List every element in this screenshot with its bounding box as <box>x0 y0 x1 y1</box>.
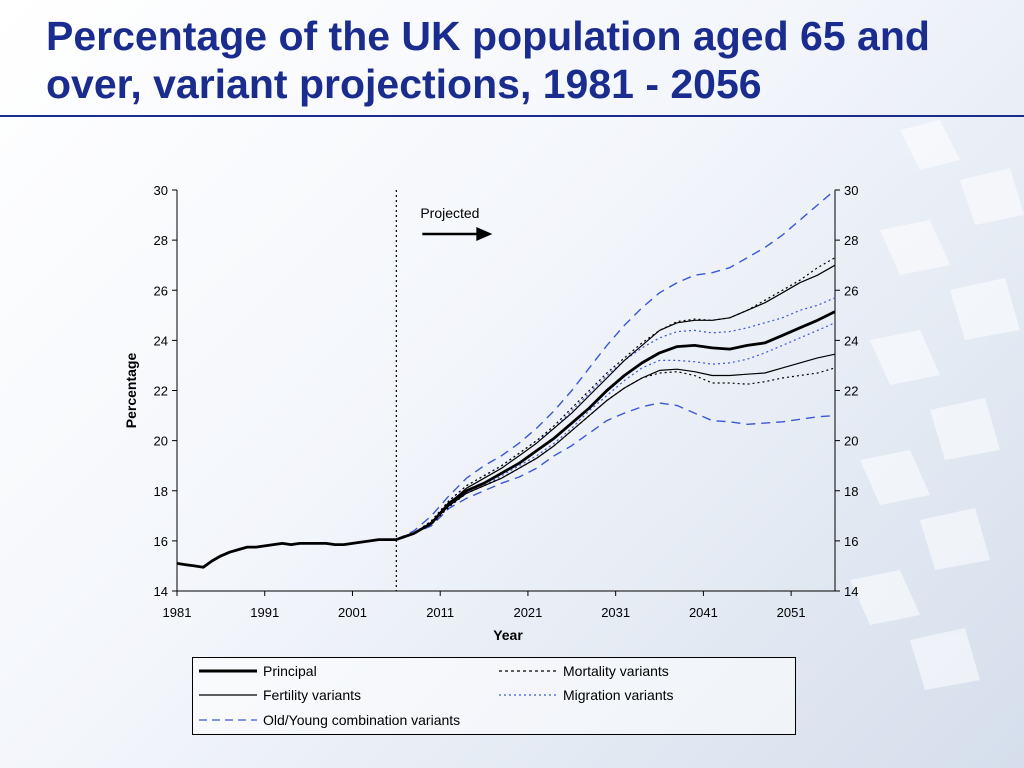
x-tick-label: 2051 <box>777 605 806 620</box>
legend-item-fertility: Fertility variants <box>199 685 361 705</box>
chart-annotations: Projected <box>395 190 493 591</box>
x-tick-label: 2041 <box>689 605 718 620</box>
legend-label: Mortality variants <box>563 663 669 679</box>
projected-arrow-head <box>476 227 493 241</box>
y-tick-label: 30 <box>154 183 168 198</box>
legend-swatch-mortality <box>499 670 557 672</box>
legend-item-migration: Migration variants <box>499 685 674 705</box>
series-line-migration-variants-high <box>396 297 836 541</box>
x-tick-label: 2021 <box>513 605 542 620</box>
page-title: Percentage of the UK population aged 65 … <box>46 13 930 107</box>
y-tick-label-right: 30 <box>844 183 858 198</box>
y-tick-label: 22 <box>154 384 168 399</box>
series-line-principal <box>176 310 836 569</box>
legend-label: Fertility variants <box>263 687 362 703</box>
legend-swatch-principal <box>199 669 257 673</box>
legend-swatch-old-young <box>199 719 257 721</box>
y-tick-label: 16 <box>154 534 168 549</box>
y-tick-label-right: 20 <box>844 434 858 449</box>
y-tick-label-right: 22 <box>844 384 858 399</box>
x-tick-label: 2011 <box>426 605 454 620</box>
chart-axes: 14 14 16 16 18 18 20 20 22 22 24 24 26 26 28 28 30 30 1981… <box>123 183 858 643</box>
y-tick-label-right: 16 <box>844 534 858 549</box>
series-line-old-young-combination-variants-high <box>395 189 836 541</box>
y-tick-label-right: 26 <box>844 283 858 298</box>
x-tick-label: 2001 <box>338 605 367 620</box>
legend-item-old-young: Old/Young combination variants <box>199 710 460 730</box>
y-tick-label: 26 <box>154 283 168 298</box>
y-tick-label: 18 <box>154 484 168 499</box>
y-tick-label: 14 <box>154 584 168 599</box>
chart-series <box>176 189 836 569</box>
y-tick-label: 20 <box>154 434 168 449</box>
legend-label: Migration variants <box>563 687 674 703</box>
chart-legend: Principal Mortality variants Fertility v… <box>192 657 796 735</box>
x-tick-label: 1991 <box>250 605 279 620</box>
y-tick-label: 24 <box>154 333 168 348</box>
legend-swatch-fertility <box>199 694 257 696</box>
series-line-old-young-combination-variants-low <box>396 402 836 541</box>
legend-label: Principal <box>263 663 317 679</box>
x-tick-label: 2031 <box>601 605 630 620</box>
legend-item-mortality: Mortality variants <box>499 661 669 681</box>
projected-annotation: Projected <box>420 205 479 221</box>
series-line-migration-variants-low <box>396 322 836 541</box>
title-divider <box>0 115 1024 117</box>
legend-swatch-migration <box>499 694 557 696</box>
y-tick-label-right: 28 <box>844 233 858 248</box>
y-axis-label: Percentage <box>123 353 139 429</box>
line-chart: 14 14 16 16 18 18 20 20 22 22 24 24 26 26 28 28 30 30 1981… <box>123 183 858 643</box>
y-tick-label-right: 24 <box>844 333 858 348</box>
x-tick-label: 1981 <box>163 605 192 620</box>
y-tick-label-right: 18 <box>844 484 858 499</box>
legend-item-principal: Principal <box>199 661 317 681</box>
x-axis-label: Year <box>493 627 523 643</box>
y-tick-label-right: 14 <box>844 584 858 599</box>
y-tick-label: 28 <box>154 233 168 248</box>
legend-label: Old/Young combination variants <box>263 712 461 728</box>
series-line-fertility-variants-high <box>396 264 836 541</box>
series-line-fertility-variants-low <box>396 353 836 541</box>
